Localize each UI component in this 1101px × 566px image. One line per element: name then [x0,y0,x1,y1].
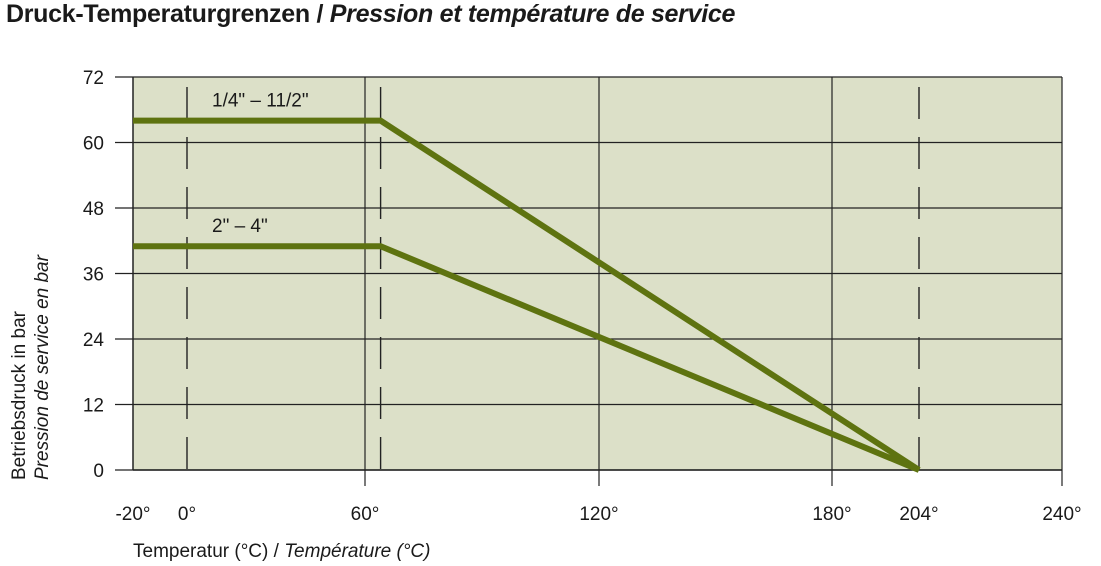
y-tick-label: 48 [83,199,104,220]
y-tick-label: 36 [83,265,104,286]
title-de: Druck-Temperaturgrenzen [6,0,310,28]
series-line-1 [133,243,921,473]
x-tick-label: -20° [115,504,150,525]
series-label: 2" – 4" [212,216,268,237]
y-tick-label: 24 [83,330,105,351]
x-tick-label: 60° [351,504,380,525]
chart-title: Druck-Temperaturgrenzen / Pression et te… [6,0,736,28]
y-tick-label: 0 [93,461,104,482]
series-line-0 [133,117,921,473]
title-fr: Pression et température de service [329,0,736,28]
x-tick-label: 120° [579,504,618,525]
y-axis-label: Betriebsdruck in bar [9,310,30,480]
x-tick-label: 240° [1042,504,1081,525]
x-tick-label: 204° [899,504,938,525]
x-axis-label: Temperatur (°C) / Température (°C) [133,541,430,562]
y-tick-label: 60 [83,134,104,155]
series-label: 1/4" – 11/2" [212,91,309,112]
y-tick-label: 72 [83,68,104,89]
y-tick-label: 12 [83,396,104,417]
x-tick-label: 0° [178,504,196,525]
y-axis-label-fr: Pression de service en bar [32,254,53,480]
x-tick-label: 180° [812,504,851,525]
